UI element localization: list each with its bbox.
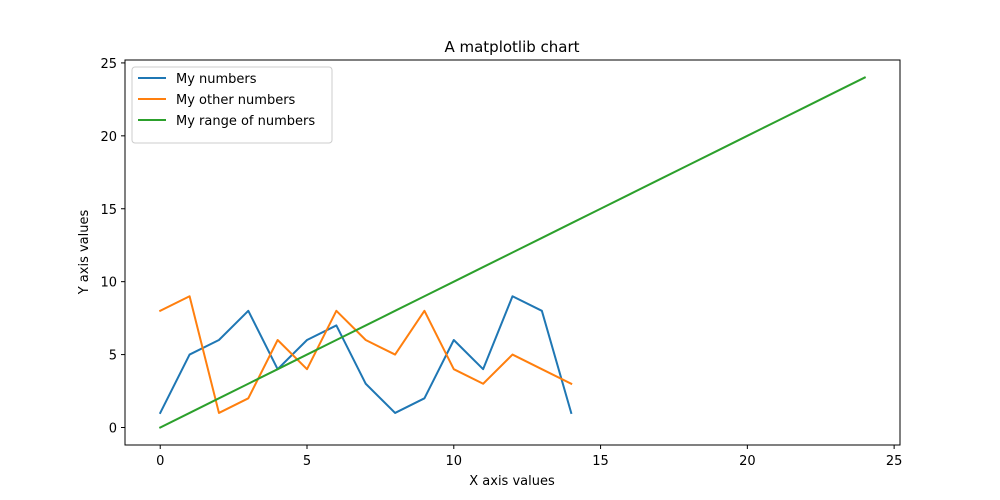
legend-box [131,66,333,144]
series-line-2 [158,295,573,414]
y-tick-label: 25 [100,57,117,72]
legend-label: My range of numbers [176,114,315,129]
x-tick-label: 15 [592,454,609,469]
y-tick-label: 20 [100,130,117,145]
x-axis-ticks: 0 5 10 15 20 25 [156,445,902,469]
x-tick-label: 5 [303,454,311,469]
y-tick-label: 0 [109,422,117,437]
x-axis-title: X axis values [469,474,555,489]
y-axis-ticks: 0 5 10 15 20 25 [100,57,125,437]
legend-label: My other numbers [176,93,296,108]
x-tick-label: 20 [739,454,756,469]
y-tick-label: 10 [100,276,117,291]
x-tick-label: 0 [156,454,164,469]
x-tick-label: 25 [886,454,903,469]
axes-frame [124,59,901,446]
chart-title: A matplotlib chart [444,38,579,56]
y-tick-label: 5 [109,349,117,364]
x-tick-label: 10 [446,454,463,469]
plot-area [158,76,867,429]
y-tick-label: 15 [100,203,117,218]
legend: My numbers My other numbers My range of nu… [131,66,333,144]
series-line-1 [158,295,573,415]
series-line-3 [158,76,867,429]
legend-label: My numbers [176,72,257,87]
y-axis-title: Y axis values [77,210,92,296]
